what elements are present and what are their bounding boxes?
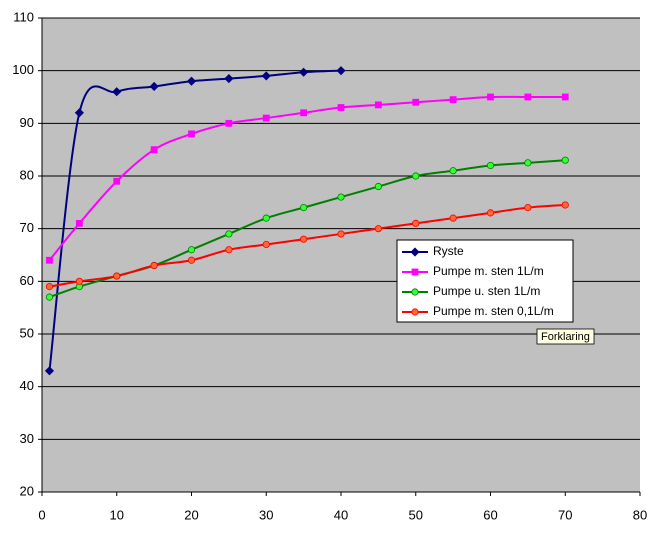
- marker: [524, 159, 532, 167]
- marker: [337, 104, 345, 111]
- y-tick-label: 40: [20, 378, 34, 393]
- y-tick-label: 110: [13, 9, 34, 24]
- tooltip-box: [536, 328, 595, 345]
- marker: [411, 268, 419, 276]
- y-tick-label: 30: [20, 431, 34, 446]
- marker: [45, 293, 54, 301]
- y-tick-label: 20: [20, 483, 34, 498]
- marker: [300, 204, 308, 212]
- marker: [374, 225, 382, 233]
- x-tick-label: 0: [38, 507, 45, 522]
- marker: [411, 288, 419, 296]
- marker: [45, 282, 54, 291]
- marker: [486, 209, 495, 217]
- marker: [524, 204, 532, 212]
- marker: [225, 119, 233, 127]
- marker: [561, 156, 569, 164]
- marker: [225, 230, 233, 238]
- x-tick-label: 20: [184, 507, 198, 522]
- marker: [412, 219, 420, 227]
- legend: Ryste Pumpe m. sten 1L/m Pumpe u. sten 1L/…: [396, 239, 574, 323]
- marker: [486, 161, 495, 170]
- marker: [261, 71, 271, 81]
- marker: [46, 256, 53, 264]
- marker: [412, 172, 420, 180]
- legend-label: Pumpe m. sten 0,1L/m: [433, 304, 554, 318]
- marker: [150, 261, 158, 270]
- marker: [75, 219, 83, 227]
- marker: [410, 247, 420, 257]
- y-tick-label: 80: [20, 167, 34, 182]
- marker: [524, 93, 532, 101]
- marker: [44, 366, 55, 376]
- marker: [262, 114, 270, 122]
- marker: [487, 93, 494, 101]
- marker: [262, 214, 270, 222]
- marker: [150, 146, 158, 154]
- marker: [75, 277, 83, 285]
- marker: [449, 167, 457, 175]
- marker: [337, 230, 345, 238]
- legend-label: Ryste: [433, 244, 464, 258]
- marker: [186, 76, 197, 86]
- x-tick-label: 10: [110, 507, 124, 522]
- marker: [187, 256, 196, 264]
- legend-label: Pumpe u. sten 1L/m: [433, 284, 540, 298]
- tooltip-text: Forklaring: [541, 331, 590, 343]
- y-tick-label: 70: [20, 220, 34, 235]
- legend-box: [396, 239, 574, 323]
- x-tick-label: 80: [633, 507, 647, 522]
- y-tick-label: 100: [12, 62, 34, 77]
- series-line: [48, 69, 342, 371]
- marker: [113, 177, 121, 185]
- marker: [112, 87, 122, 97]
- marker: [374, 182, 382, 191]
- marker: [412, 98, 420, 106]
- x-tick-label: 30: [259, 507, 273, 522]
- marker: [411, 308, 419, 316]
- marker: [149, 81, 159, 92]
- x-tick-label: 50: [409, 507, 423, 522]
- marker: [374, 101, 382, 109]
- marker: [299, 67, 309, 77]
- marker: [225, 246, 233, 254]
- y-tick-label: 90: [20, 115, 34, 130]
- marker: [224, 74, 234, 84]
- y-tick-label: 50: [20, 325, 34, 340]
- marker: [300, 109, 308, 117]
- marker: [187, 246, 196, 254]
- marker: [449, 96, 457, 104]
- y-tick-label: 60: [20, 273, 34, 288]
- marker: [262, 240, 270, 249]
- marker: [113, 272, 121, 280]
- marker: [74, 108, 84, 118]
- marker: [561, 201, 569, 209]
- legend-label: Pumpe m. sten 1L/m: [433, 264, 544, 278]
- x-tick-label: 40: [334, 507, 348, 522]
- marker: [337, 193, 345, 201]
- marker: [188, 130, 195, 138]
- marker: [300, 235, 308, 243]
- x-tick-label: 60: [483, 507, 497, 522]
- marker: [449, 214, 457, 222]
- marker: [561, 93, 569, 101]
- marker: [336, 66, 346, 76]
- x-tick-label: 70: [558, 507, 572, 522]
